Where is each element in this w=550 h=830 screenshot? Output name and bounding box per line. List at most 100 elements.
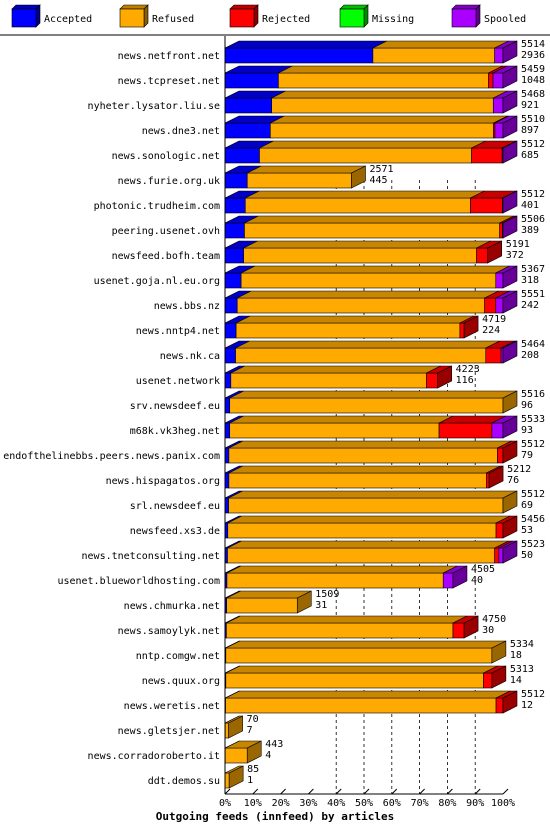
bar-segment-refused [225, 647, 493, 664]
bar-end-cap [487, 240, 503, 264]
row-accepted-label: 389 [521, 225, 539, 236]
row-total-label: 4223 [456, 364, 480, 375]
bar-row [224, 490, 518, 514]
row-labels: news.netfront.net news.tcpreset.net nyhete… [3, 51, 220, 787]
x-tick-mark [474, 788, 481, 795]
x-tick-mark [280, 788, 286, 795]
row-label: news.dne3.net [142, 126, 220, 137]
bar-end-cap [463, 315, 479, 339]
bar-segment-refused [243, 247, 477, 264]
bar-end-cap [502, 140, 518, 164]
legend-swatch-top [229, 4, 259, 10]
bar-segment-top [245, 190, 485, 199]
bar-segment-top [247, 165, 366, 174]
x-tick-label: 50% [355, 798, 373, 809]
row-accepted-label: 79 [521, 450, 533, 461]
bar-segment-rejected [476, 247, 489, 264]
bar-segment-refused [224, 747, 248, 764]
row-total-label: 5512 [521, 489, 545, 500]
bar-segment-top [224, 40, 388, 49]
x-tick-label: 90% [466, 798, 484, 809]
row-accepted-label: 4 [265, 750, 271, 761]
row-label: news.nk.ca [160, 351, 220, 362]
row-total-label: 5512 [521, 139, 545, 150]
row-label: news.corradoroberto.it [88, 751, 220, 762]
row-total-label: 5516 [521, 389, 545, 400]
legend-label-rejected: Rejected [262, 14, 310, 25]
bar-row [224, 265, 518, 289]
bar-row [224, 515, 518, 539]
row-label: news.tcpreset.net [118, 76, 220, 87]
row-total-label: 70 [247, 714, 259, 725]
bar-row [224, 315, 479, 339]
x-tick-label: 30% [299, 798, 317, 809]
bar-segment-accepted [224, 247, 244, 264]
bar-segment-refused [244, 222, 500, 239]
row-total-label: 5464 [521, 339, 545, 350]
bar-end-cap [502, 540, 518, 564]
legend-label-spooled: Spooled [484, 14, 526, 25]
row-total-label: 443 [265, 739, 283, 750]
row-total-label: 5367 [521, 264, 545, 275]
bar-row [224, 140, 518, 164]
bar-row [224, 240, 503, 264]
x-tick-label: 20% [272, 798, 290, 809]
x-tick-mark [335, 788, 342, 795]
bar-segment-accepted [224, 297, 238, 314]
row-label: srl.newsdeef.eu [130, 501, 220, 512]
bar-segment-rejected [494, 547, 500, 564]
bar-segment-refused [244, 197, 471, 214]
bar-segment-accepted [224, 347, 236, 364]
bar-end-cap [246, 740, 262, 764]
bar-segment-accepted [224, 122, 271, 139]
row-label: usenet.goja.nl.eu.org [94, 276, 220, 287]
bar-segment-rejected [438, 422, 493, 439]
x-tick-mark [391, 788, 398, 795]
x-tick-label: 100% [491, 798, 515, 809]
row-total-label: 5212 [507, 464, 531, 475]
row-label: ddt.demos.su [148, 776, 220, 787]
bar-row [224, 215, 518, 239]
bar-segment-refused [227, 547, 495, 564]
bar-segment-refused [278, 72, 489, 89]
row-accepted-label: 208 [521, 350, 539, 361]
bar-segment-spooled [492, 97, 504, 114]
bar-segment-top [226, 615, 468, 624]
x-tick-label: 40% [327, 798, 345, 809]
bar-segment-rejected [497, 447, 504, 464]
row-accepted-label: 12 [521, 700, 533, 711]
bar-segment-top [228, 465, 501, 474]
bar-segment-top [235, 315, 475, 324]
row-total-label: 5191 [506, 239, 530, 250]
row-accepted-label: 116 [456, 375, 474, 386]
bar-segment-accepted [224, 97, 273, 114]
bar-segment-refused [246, 172, 352, 189]
bar-end-cap [502, 65, 518, 89]
bar-row [224, 565, 468, 589]
row-total-label: 5334 [510, 639, 534, 650]
legend-swatch-side [475, 4, 481, 28]
legend-swatch-top [11, 4, 41, 10]
legend-label-missing: Missing [372, 14, 414, 25]
row-total-label: 5533 [521, 414, 545, 425]
bar-segment-spooled [494, 47, 504, 64]
bar-end-cap [452, 565, 468, 589]
bar-segment-top [227, 515, 511, 524]
bar-end-cap [502, 290, 518, 314]
row-accepted-label: 96 [521, 400, 533, 411]
row-total-label: 85 [247, 764, 259, 775]
bar-end-cap [502, 515, 518, 539]
bar-row [224, 615, 479, 639]
bar-segment-accepted [224, 197, 246, 214]
bar-segment-refused [227, 522, 497, 539]
bar-segment-top [228, 440, 512, 449]
bar-segment-refused [225, 672, 484, 689]
bar-segment-rejected [484, 297, 497, 314]
row-label: m68k.vk3heg.net [130, 426, 220, 437]
row-label: news.weretis.net [124, 701, 220, 712]
bar-segment-accepted [224, 72, 279, 89]
bar-row [224, 540, 518, 564]
bar-segment-refused [271, 97, 494, 114]
bar-segment-accepted [224, 472, 230, 489]
bar-end-cap [463, 615, 479, 639]
